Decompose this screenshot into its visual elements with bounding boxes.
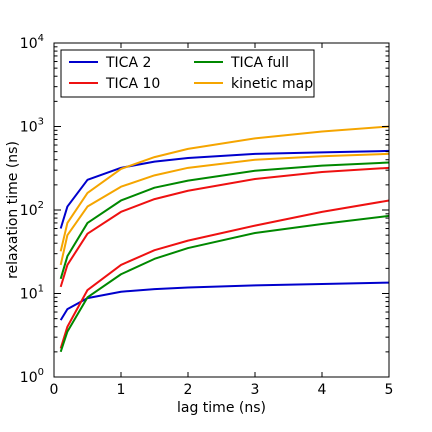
- x-tick-label: 4: [318, 382, 327, 398]
- y-tick-label: 103: [20, 117, 44, 136]
- series-line: [59, 214, 390, 353]
- series-line: [59, 149, 390, 229]
- legend-label: TICA 10: [105, 76, 160, 92]
- x-tick-label: 1: [117, 382, 126, 398]
- series-line: [59, 281, 390, 321]
- series-line: [59, 125, 390, 252]
- series-line: [59, 166, 390, 288]
- legend-label: kinetic map: [231, 76, 313, 92]
- y-tick-label: 104: [20, 33, 44, 52]
- x-axis-label: lag time (ns): [177, 400, 266, 416]
- y-tick-label: 100: [20, 367, 44, 386]
- x-tick-label: 2: [184, 382, 193, 398]
- legend-label: TICA 2: [105, 55, 151, 71]
- y-axis-label: relaxation time (ns): [5, 141, 21, 279]
- series-layer: [59, 125, 390, 353]
- legend-label: TICA full: [230, 55, 289, 71]
- x-tick-label: 3: [251, 382, 260, 398]
- series-line: [59, 161, 390, 280]
- legend-box: [60, 49, 315, 98]
- tick-layer: 0 1 2 3 4 5 100 101 102 103 104: [20, 33, 394, 398]
- x-tick-label: 5: [385, 382, 394, 398]
- y-tick-label: 102: [20, 200, 44, 219]
- x-tick-label: 0: [50, 382, 59, 398]
- y-tick-label: 101: [20, 284, 44, 303]
- series-line: [59, 199, 390, 349]
- series-line: [59, 152, 390, 266]
- legend: TICA 2 TICA 10 TICA full kinetic map: [60, 49, 315, 98]
